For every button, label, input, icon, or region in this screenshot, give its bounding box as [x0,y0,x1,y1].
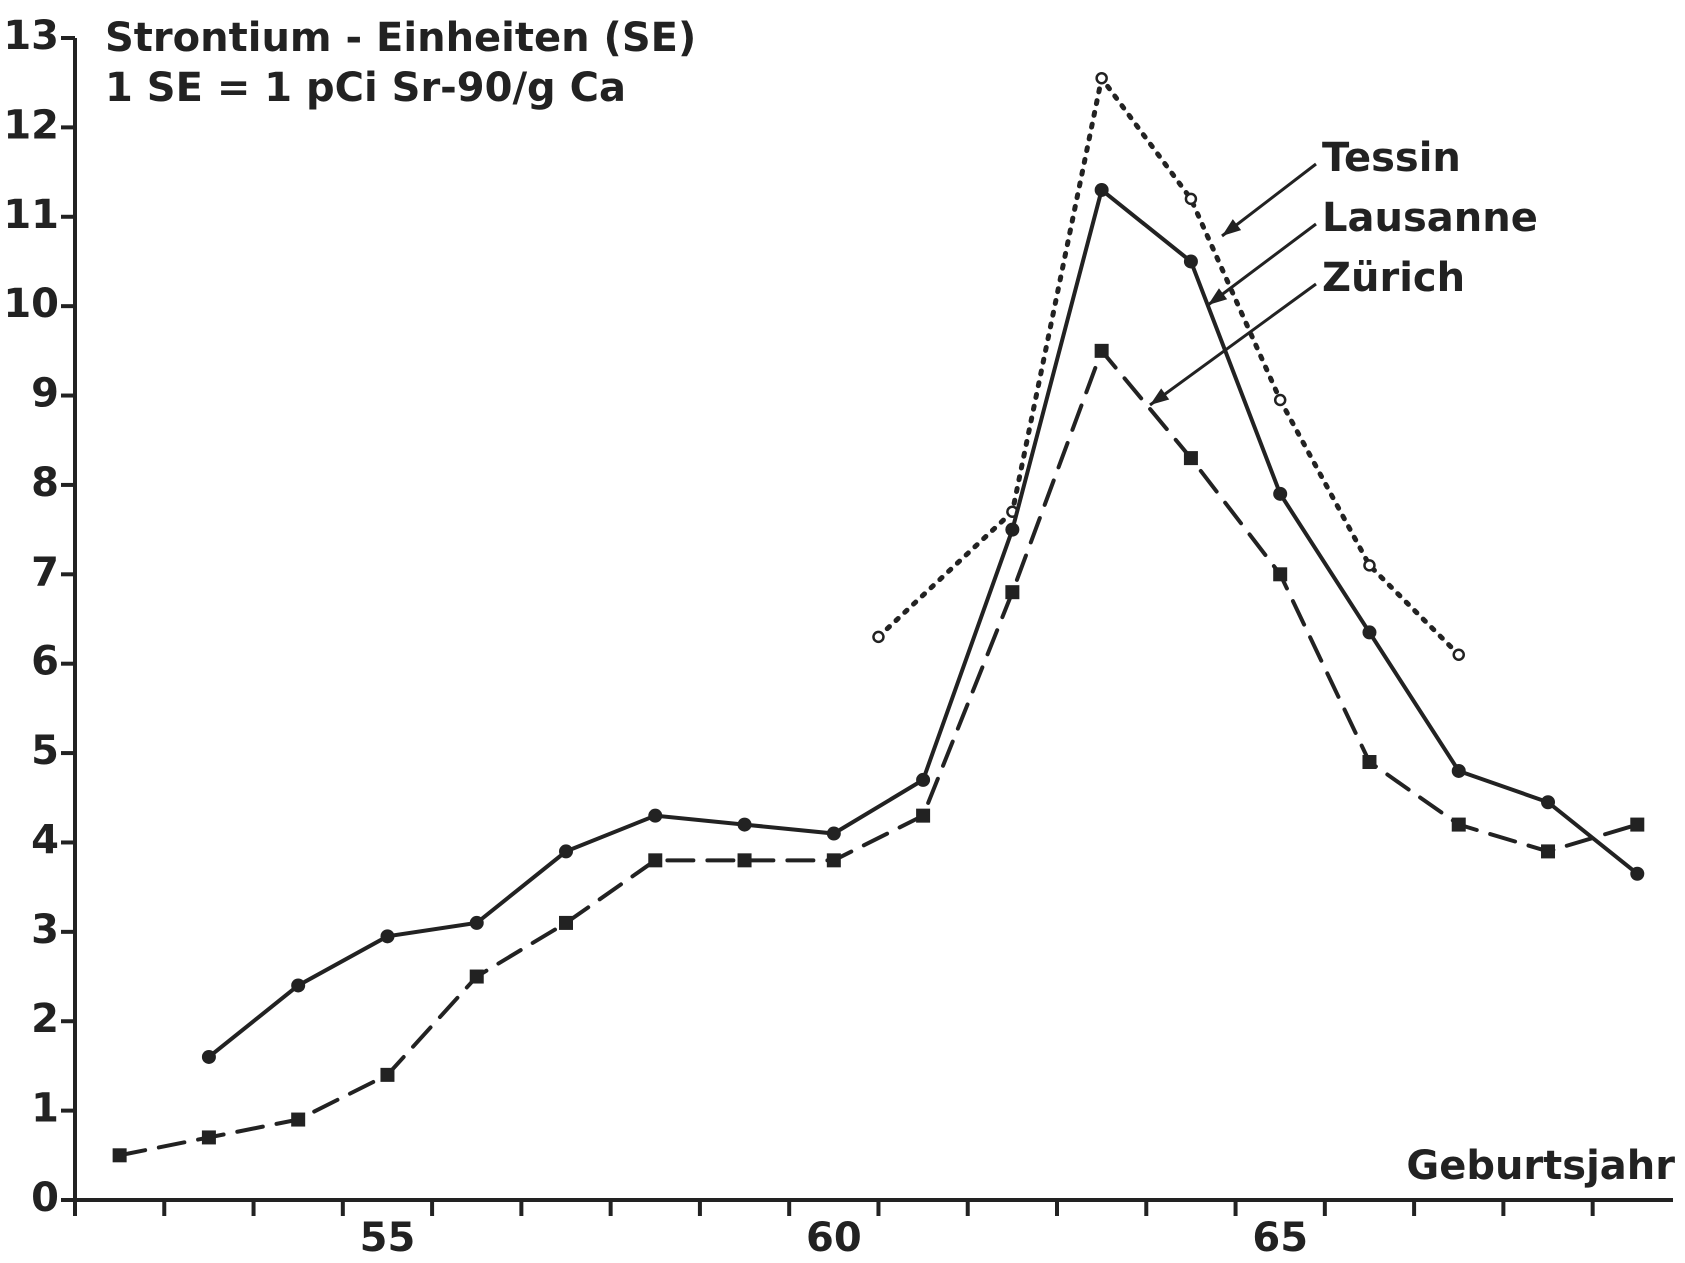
x-tick-label: 60 [806,1215,862,1261]
marker [1451,817,1466,832]
series-line [117,346,1640,1158]
arrow-head [1150,388,1170,405]
marker [380,929,395,944]
label-arrow [1149,282,1317,407]
y-tick-label: 1 [31,1086,59,1132]
marker [1363,559,1376,572]
y-tick-label: 7 [31,549,59,595]
marker [291,978,306,993]
y-tick-label: 0 [31,1175,59,1221]
chart-title: Strontium - Einheiten (SE) [105,15,696,61]
marker [737,817,752,832]
marker [559,844,574,859]
y-tick-label: 8 [31,460,59,506]
chart-subtitle: 1 SE = 1 pCi Sr-90/g Ca [105,65,626,111]
marker [826,853,841,868]
marker [1630,866,1645,881]
marker [291,1112,306,1127]
series-label: Tessin [1322,135,1461,181]
y-tick-label: 5 [31,728,59,774]
marker [201,1130,216,1145]
marker [1183,451,1198,466]
x-tick-label: 65 [1252,1215,1308,1261]
marker [648,853,663,868]
x-axis-label: Geburtsjahr [1406,1143,1675,1189]
marker [1451,763,1466,778]
marker [112,1148,127,1163]
marker [1362,625,1377,640]
marker [1273,567,1288,582]
marker [1005,585,1020,600]
marker [1541,795,1556,810]
marker [201,1049,216,1064]
marker [1630,817,1645,832]
marker [1452,648,1465,662]
marker [648,808,663,823]
marker [872,630,885,644]
y-tick-label: 11 [3,192,59,238]
marker [1005,522,1020,537]
y-tick-label: 10 [3,281,59,327]
series-label: Zürich [1322,255,1465,301]
marker [559,915,574,930]
marker [1184,192,1198,206]
arrow-head [1208,288,1228,305]
y-tick-label: 9 [31,371,59,417]
marker [1095,71,1108,85]
marker [826,826,841,841]
marker [1183,254,1198,269]
marker [1541,844,1556,859]
y-tick-label: 6 [31,639,59,685]
marker [469,969,484,984]
y-tick-label: 2 [31,996,59,1042]
marker [1094,343,1109,358]
y-tick-label: 3 [31,907,59,953]
marker [1094,182,1109,197]
x-tick-label: 55 [360,1215,416,1261]
marker [380,1067,395,1082]
y-tick-label: 12 [3,102,59,148]
arrow-head [1222,219,1242,236]
label-arrow [1221,162,1317,238]
series-line [206,186,1640,1059]
marker [916,772,931,787]
y-tick-label: 13 [3,13,59,59]
marker [737,853,752,868]
y-tick-label: 4 [31,817,59,863]
series-label: Lausanne [1322,195,1538,241]
marker [1273,393,1287,407]
marker [469,915,484,930]
marker [1273,486,1288,501]
marker [916,808,931,823]
label-arrow [1207,222,1317,307]
marker [1362,755,1377,770]
